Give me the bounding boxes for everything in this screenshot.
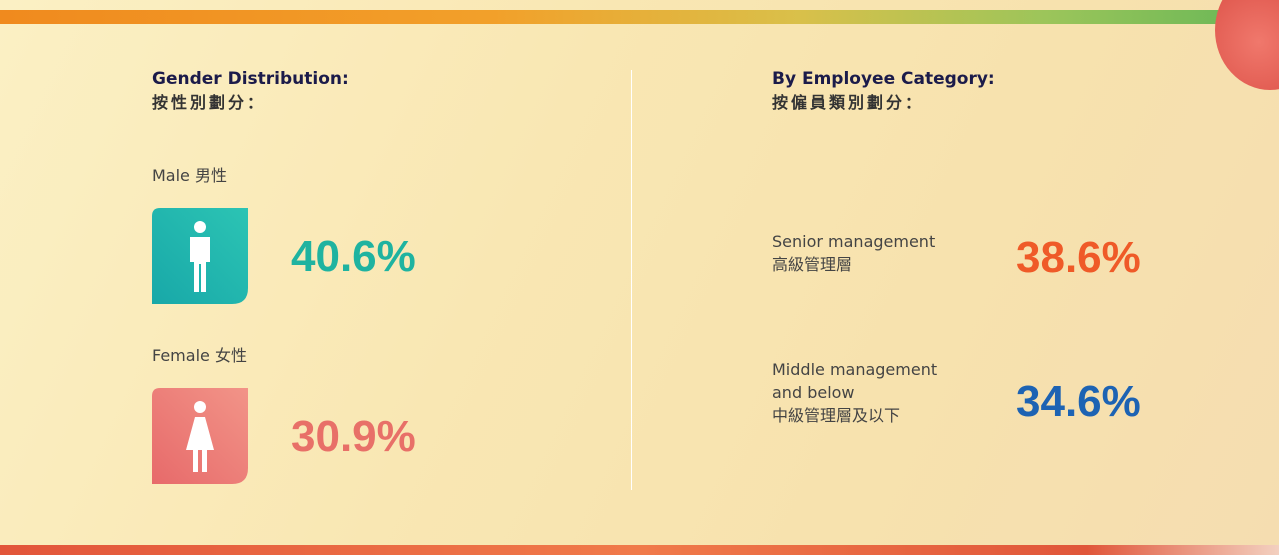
middle-line: and below bbox=[772, 383, 855, 402]
female-value: 30.9% bbox=[291, 412, 416, 461]
category-title: By Employee Category: bbox=[772, 69, 995, 89]
senior-label: Senior management 高級管理層 bbox=[772, 230, 935, 276]
divider bbox=[631, 70, 632, 490]
female-label: Female 女性 bbox=[152, 346, 247, 365]
middle-line: Middle management bbox=[772, 360, 938, 379]
category-title-zh: 按僱員類別劃分： bbox=[772, 93, 925, 112]
gender-title-zh: 按性別劃分： bbox=[152, 93, 267, 112]
bottom-strip bbox=[0, 545, 1279, 555]
middle-label: Middle management and below 中級管理層及以下 bbox=[772, 358, 937, 427]
middle-line: 中級管理層及以下 bbox=[772, 406, 901, 425]
gender-title: Gender Distribution: bbox=[152, 69, 349, 89]
male-value: 40.6% bbox=[291, 232, 416, 281]
senior-line: Senior management bbox=[772, 232, 936, 251]
top-bar bbox=[0, 10, 1230, 24]
corner-blob bbox=[1215, 0, 1279, 90]
female-icon bbox=[152, 388, 248, 484]
middle-value: 34.6% bbox=[1016, 377, 1141, 426]
senior-line: 高級管理層 bbox=[772, 255, 853, 274]
male-label: Male 男性 bbox=[152, 166, 227, 185]
male-icon bbox=[152, 208, 248, 304]
senior-value: 38.6% bbox=[1016, 233, 1141, 282]
